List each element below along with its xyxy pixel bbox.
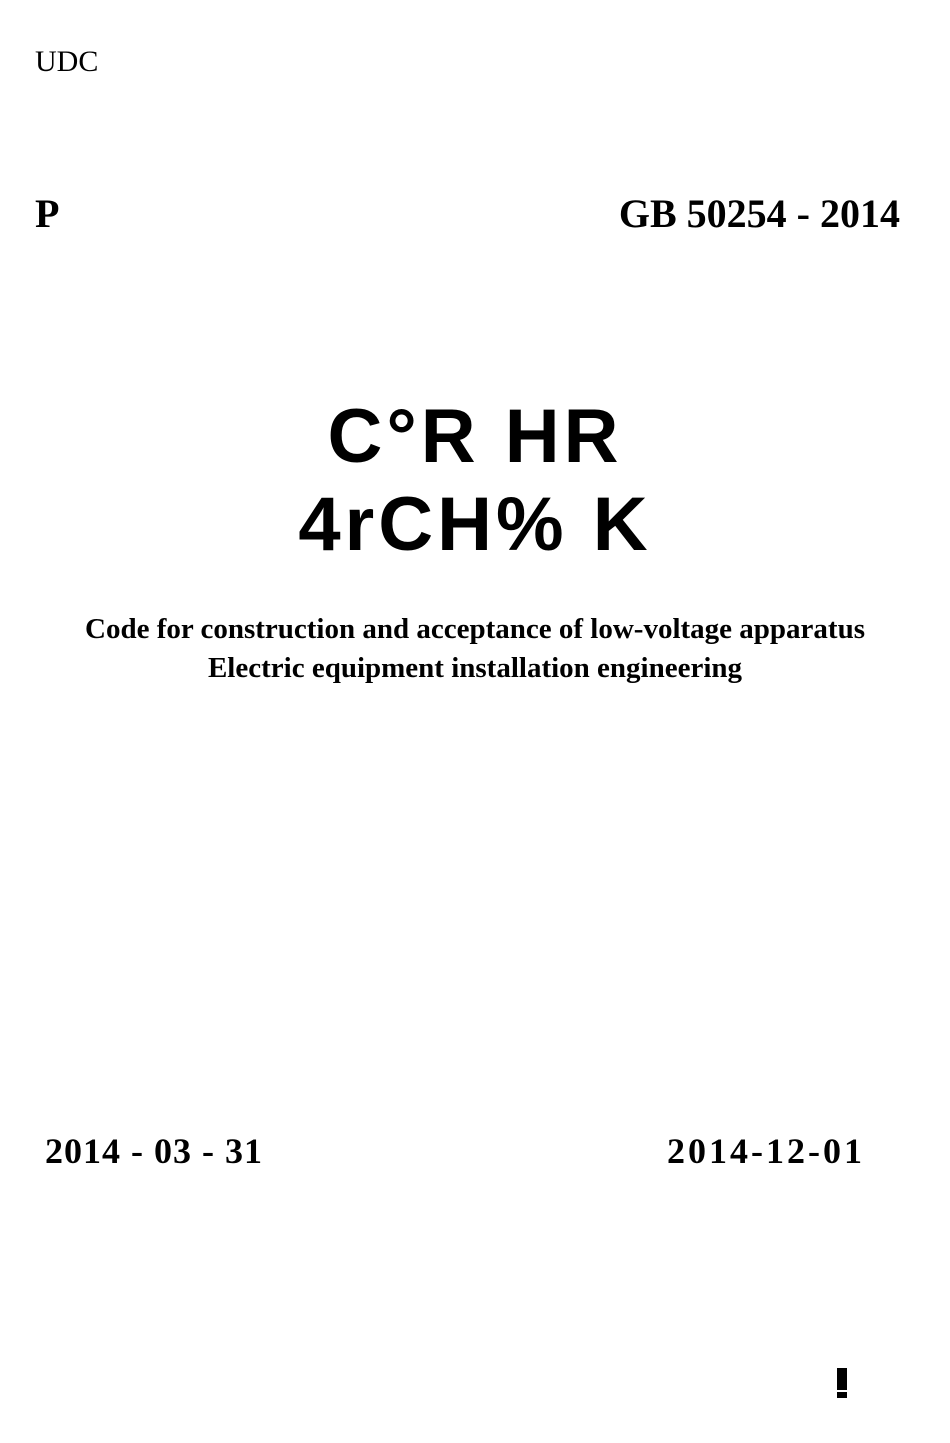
effective-date: 2014-12-01 <box>667 1130 865 1172</box>
standard-number: GB 50254 - 2014 <box>619 190 900 237</box>
header-row: P GB 50254 - 2014 <box>35 190 900 237</box>
subtitle-line-1: Code for construction and acceptance of … <box>0 610 950 649</box>
page-mark-icon <box>834 1368 850 1398</box>
classification-p: P <box>35 190 59 237</box>
english-subtitle: Code for construction and acceptance of … <box>0 610 950 688</box>
subtitle-line-2: Electric equipment installation engineer… <box>0 649 950 688</box>
main-title: C°R HR 4rCH% K <box>0 395 950 566</box>
title-line-1: C°R HR <box>0 395 950 479</box>
udc-label: UDC <box>35 45 98 79</box>
dates-row: 2014 - 03 - 31 2014-12-01 <box>45 1130 865 1172</box>
title-line-2: 4rCH% K <box>0 483 950 567</box>
issue-date: 2014 - 03 - 31 <box>45 1130 263 1172</box>
